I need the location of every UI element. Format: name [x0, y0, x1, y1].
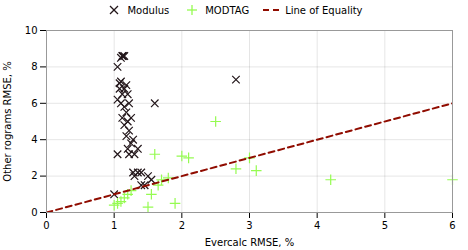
svg-text:2: 2 — [179, 220, 185, 231]
svg-text:10: 10 — [25, 25, 38, 36]
svg-text:Other rograms RMSE, %: Other rograms RMSE, % — [2, 61, 13, 181]
svg-text:4: 4 — [314, 220, 320, 231]
svg-text:Evercalc RMSE, %: Evercalc RMSE, % — [205, 237, 294, 248]
svg-text:0: 0 — [31, 207, 37, 218]
svg-text:2: 2 — [31, 170, 37, 181]
svg-text:3: 3 — [246, 220, 252, 231]
svg-text:4: 4 — [31, 134, 37, 145]
svg-text:5: 5 — [382, 220, 388, 231]
svg-text:8: 8 — [31, 61, 37, 72]
svg-text:6: 6 — [449, 220, 455, 231]
html-text:Line of Equality: Line of Equality — [285, 4, 363, 16]
svg-text:6: 6 — [31, 98, 37, 109]
html-text:MODTAG: MODTAG — [205, 4, 250, 16]
html-text:Modulus: Modulus — [127, 4, 170, 16]
svg-text:0: 0 — [43, 220, 49, 231]
svg-text:1: 1 — [111, 220, 117, 231]
